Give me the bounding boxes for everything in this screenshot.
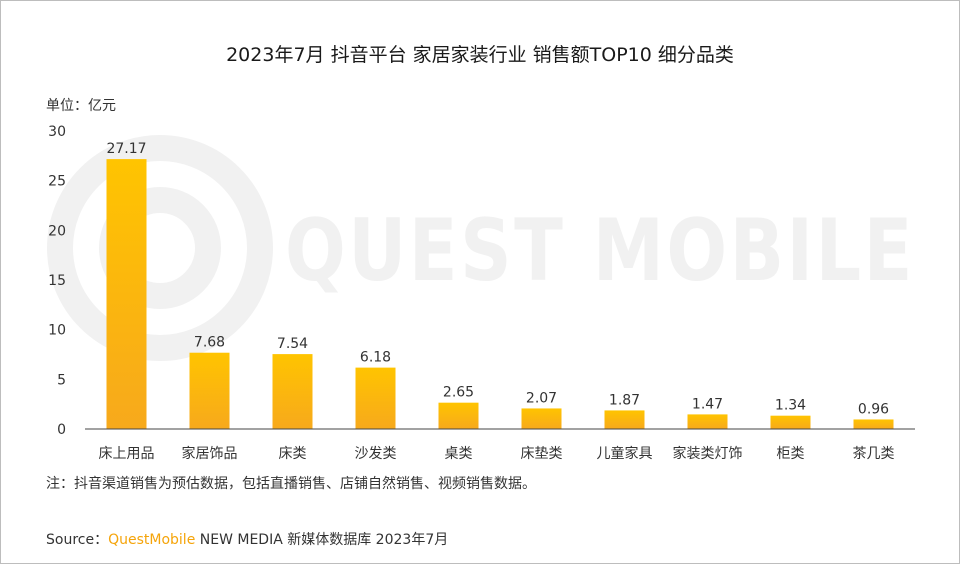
chart-title: 2023年7月 抖音平台 家居家装行业 销售额TOP10 细分品类: [226, 44, 734, 66]
data-label: 1.87: [609, 392, 640, 408]
x-axis: 床上用品 家居饰品 床类 沙发类 桌类 床垫类 儿童家具 家装类灯饰 柜类 茶几类: [99, 445, 895, 462]
bar: [189, 352, 230, 429]
data-label: 1.34: [775, 398, 806, 414]
bar: [521, 408, 562, 429]
y-tick-label: 10: [48, 323, 66, 339]
x-tick-label: 沙发类: [355, 446, 397, 462]
x-tick-label: 桌类: [445, 446, 473, 462]
source-rest: NEW MEDIA 新媒体数据库 2023年7月: [195, 532, 449, 548]
data-label: 27.17: [106, 141, 146, 157]
data-label: 6.18: [360, 350, 391, 366]
x-tick-label: 床类: [279, 446, 307, 462]
unit-label: 单位：亿元: [46, 98, 116, 114]
x-tick-label: 床垫类: [521, 446, 563, 462]
bar: [604, 410, 645, 429]
bar: [687, 414, 728, 429]
y-tick-label: 5: [57, 372, 66, 388]
source-brand: QuestMobile: [108, 532, 196, 548]
x-tick-label: 柜类: [777, 446, 805, 462]
y-axis: 0 5 10 15 20 25 30: [48, 124, 66, 438]
y-tick-label: 30: [48, 124, 66, 140]
y-tick-label: 25: [48, 174, 66, 190]
y-tick-label: 20: [48, 223, 66, 239]
x-tick-label: 床上用品: [99, 446, 155, 462]
source-line: Source：QuestMobile NEW MEDIA 新媒体数据库 2023…: [46, 529, 448, 549]
bar: [106, 159, 147, 429]
data-label: 7.68: [194, 335, 225, 351]
bar: [355, 367, 396, 429]
bar: [770, 415, 811, 429]
footnote: 注：抖音渠道销售为预估数据，包括直播销售、店铺自然销售、视频销售数据。: [46, 476, 536, 492]
bar: [438, 402, 479, 429]
x-tick-label: 家装类灯饰: [673, 445, 743, 462]
data-label: 0.96: [858, 401, 889, 417]
bars-group: [106, 159, 894, 429]
value-labels: 27.17 7.68 7.54 6.18 2.65 2.07 1.87 1.47 1.34 0.9…: [106, 141, 889, 417]
x-tick-label: 家居饰品: [182, 445, 238, 462]
bar: [272, 354, 313, 429]
source-prefix: Source：: [46, 532, 109, 548]
data-label: 2.07: [526, 390, 557, 406]
data-label: 7.54: [277, 336, 308, 352]
x-tick-label: 儿童家具: [597, 445, 653, 462]
x-tick-label: 茶几类: [853, 446, 895, 462]
y-tick-label: 0: [57, 422, 66, 438]
data-label: 2.65: [443, 385, 474, 401]
data-label: 1.47: [692, 396, 723, 412]
bar: [853, 419, 894, 429]
y-tick-label: 15: [48, 273, 66, 289]
